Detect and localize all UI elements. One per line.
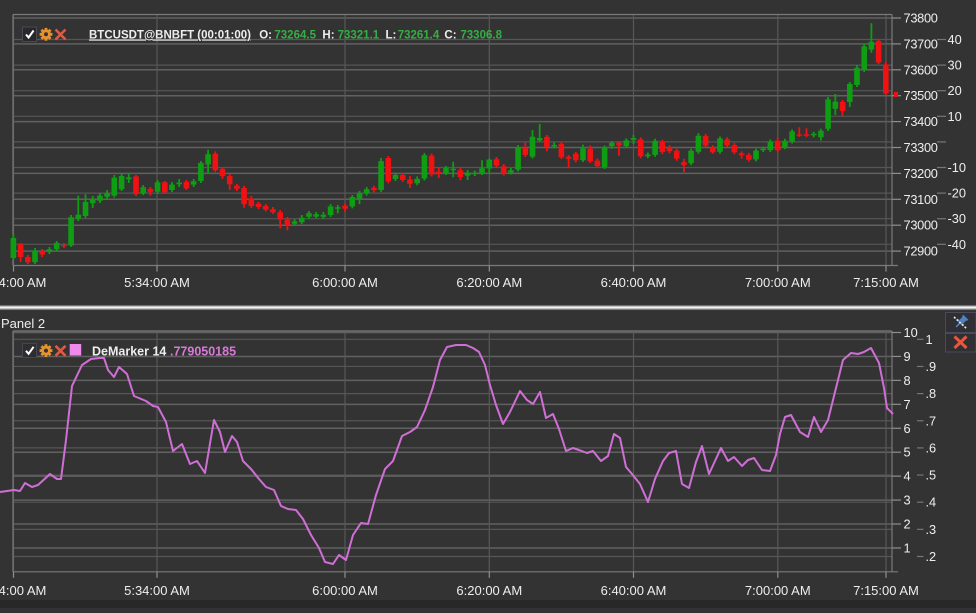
svg-text:73700: 73700 bbox=[904, 36, 938, 51]
svg-text:.6: .6 bbox=[926, 440, 937, 455]
svg-text:8: 8 bbox=[904, 373, 911, 388]
svg-text:-30: -30 bbox=[948, 211, 967, 226]
svg-text:73100: 73100 bbox=[904, 192, 938, 207]
svg-text:.9: .9 bbox=[926, 359, 937, 374]
svg-text:73600: 73600 bbox=[904, 62, 938, 77]
svg-text:10: 10 bbox=[904, 325, 918, 340]
svg-text:72900: 72900 bbox=[904, 244, 938, 259]
svg-text:.5: .5 bbox=[926, 468, 937, 483]
svg-text:73306.8: 73306.8 bbox=[460, 30, 502, 42]
svg-text:5:14:00 AM: 5:14:00 AM bbox=[0, 275, 46, 290]
svg-text:9: 9 bbox=[904, 349, 911, 364]
svg-text:73000: 73000 bbox=[904, 218, 938, 233]
svg-text:10: 10 bbox=[948, 109, 962, 124]
svg-text:20: 20 bbox=[948, 83, 962, 98]
svg-text:1: 1 bbox=[926, 332, 933, 347]
svg-text:.3: .3 bbox=[926, 522, 937, 537]
svg-text:7:00:00 AM: 7:00:00 AM bbox=[745, 275, 811, 290]
svg-text:5:34:00 AM: 5:34:00 AM bbox=[124, 583, 190, 598]
svg-text:73300: 73300 bbox=[904, 140, 938, 155]
svg-text:1: 1 bbox=[904, 540, 911, 555]
svg-text:-20: -20 bbox=[948, 186, 967, 201]
svg-text:73261.4: 73261.4 bbox=[398, 30, 440, 42]
svg-text:.8: .8 bbox=[926, 386, 937, 401]
svg-text:6:00:00 AM: 6:00:00 AM bbox=[312, 583, 378, 598]
svg-text:5: 5 bbox=[904, 445, 911, 460]
svg-text:.7: .7 bbox=[926, 413, 937, 428]
svg-text:73500: 73500 bbox=[904, 88, 938, 103]
svg-text:.779050185: .779050185 bbox=[170, 344, 236, 358]
svg-text:2: 2 bbox=[904, 517, 911, 532]
svg-text:.4: .4 bbox=[926, 495, 937, 510]
svg-text:6:20:00 AM: 6:20:00 AM bbox=[456, 275, 522, 290]
svg-text:73400: 73400 bbox=[904, 114, 938, 129]
svg-text:DeMarker 14: DeMarker 14 bbox=[92, 344, 166, 358]
svg-text:-40: -40 bbox=[948, 237, 967, 252]
svg-text:O:: O: bbox=[259, 30, 272, 42]
svg-text:H:: H: bbox=[322, 30, 334, 42]
svg-text:73800: 73800 bbox=[904, 11, 938, 26]
svg-text:5:34:00 AM: 5:34:00 AM bbox=[124, 275, 190, 290]
svg-text:5:14:00 AM: 5:14:00 AM bbox=[0, 583, 46, 598]
svg-text:73321.1: 73321.1 bbox=[338, 30, 380, 42]
svg-text:73264.5: 73264.5 bbox=[274, 30, 316, 42]
svg-text:6:40:00 AM: 6:40:00 AM bbox=[601, 583, 667, 598]
svg-text:-10: -10 bbox=[948, 160, 967, 175]
svg-text:7:15:00 AM: 7:15:00 AM bbox=[853, 275, 919, 290]
svg-text:L:: L: bbox=[386, 30, 397, 42]
svg-text:.2: .2 bbox=[926, 549, 937, 564]
svg-text:7: 7 bbox=[904, 397, 911, 412]
svg-text:6:00:00 AM: 6:00:00 AM bbox=[312, 275, 378, 290]
svg-text:6: 6 bbox=[904, 421, 911, 436]
svg-text:30: 30 bbox=[948, 58, 962, 73]
svg-text:4: 4 bbox=[904, 469, 911, 484]
svg-text:Panel 2: Panel 2 bbox=[1, 316, 45, 331]
svg-text:7:15:00 AM: 7:15:00 AM bbox=[853, 583, 919, 598]
svg-text:73200: 73200 bbox=[904, 166, 938, 181]
svg-text:3: 3 bbox=[904, 493, 911, 508]
svg-text:BTCUSDT@BNBFT (00:01:00): BTCUSDT@BNBFT (00:01:00) bbox=[89, 30, 251, 42]
svg-text:40: 40 bbox=[948, 32, 962, 47]
svg-text:6:20:00 AM: 6:20:00 AM bbox=[456, 583, 522, 598]
svg-text:6:40:00 AM: 6:40:00 AM bbox=[601, 275, 667, 290]
svg-text:C:: C: bbox=[444, 30, 456, 42]
svg-text:7:00:00 AM: 7:00:00 AM bbox=[745, 583, 811, 598]
